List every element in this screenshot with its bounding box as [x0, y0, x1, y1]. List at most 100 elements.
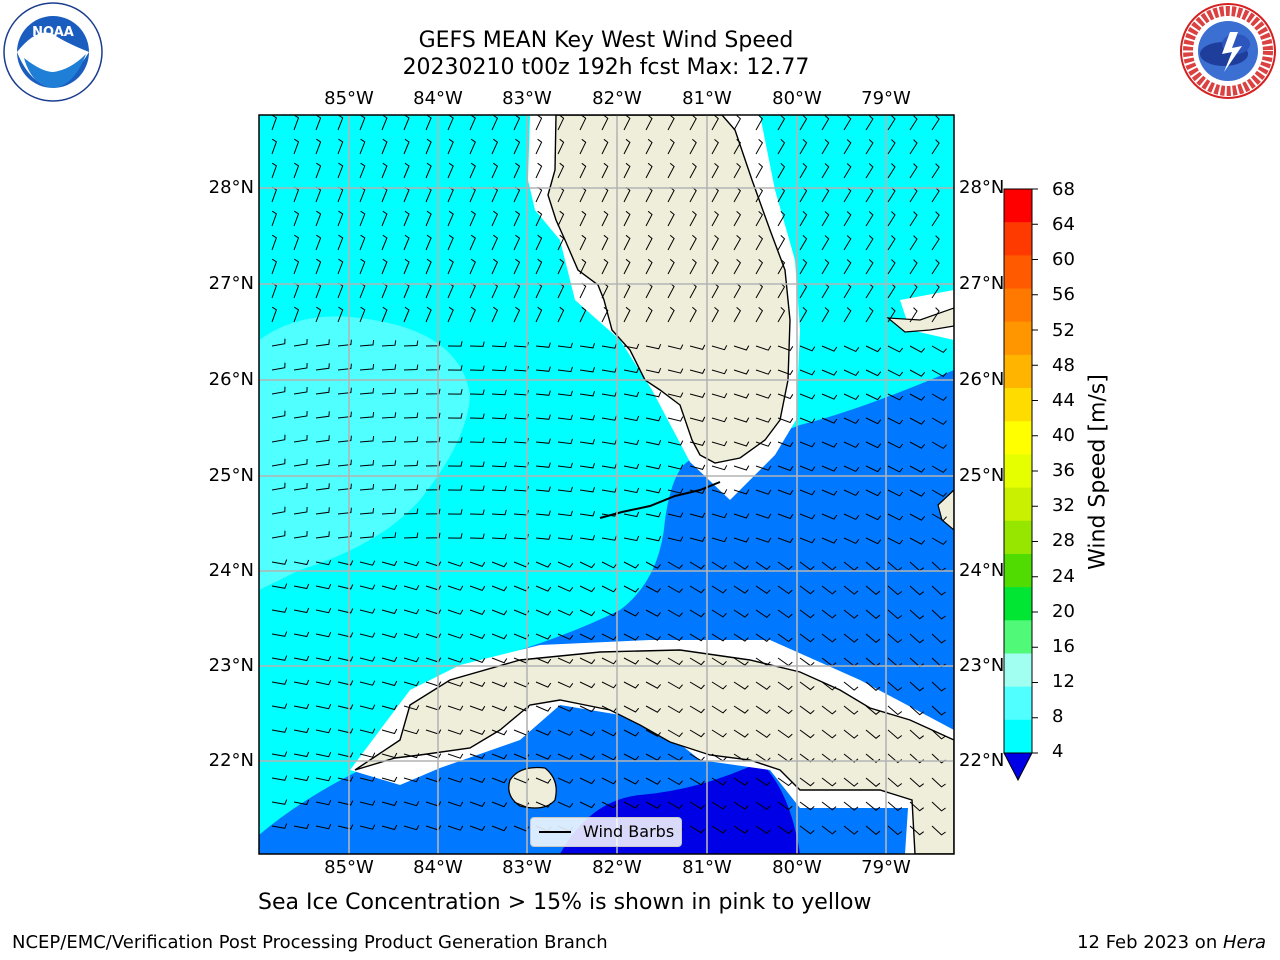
wind-barb — [579, 306, 587, 323]
wind-barb — [623, 487, 640, 494]
wind-barb — [865, 489, 882, 497]
colorbar-tick: 20 — [1052, 601, 1075, 622]
wind-barb — [315, 559, 332, 566]
lat-label-right: 24°N — [959, 560, 1005, 581]
wind-barb — [359, 680, 376, 686]
wind-barb — [733, 825, 749, 834]
wind-barb — [689, 512, 706, 518]
wind-barb — [579, 391, 596, 397]
wind-barb — [733, 417, 750, 423]
wind-barb — [469, 657, 486, 664]
wind-barb — [601, 367, 618, 373]
wind-barb — [733, 561, 749, 570]
wind-barb — [887, 729, 903, 740]
wind-barb — [667, 258, 675, 275]
wind-barb — [535, 681, 552, 688]
wind-barb — [601, 511, 618, 517]
noaa-logo: NOAA — [3, 2, 103, 102]
wind-barb — [689, 825, 705, 834]
wind-barb — [755, 561, 771, 570]
wind-barb — [579, 463, 596, 469]
wind-barb — [821, 801, 837, 811]
wind-barb — [359, 704, 376, 710]
wind-barb — [887, 393, 904, 401]
wind-barb — [887, 777, 903, 788]
wind-barb — [645, 368, 662, 374]
wind-barb — [799, 441, 816, 448]
wind-barb — [667, 344, 684, 350]
wind-barb — [909, 537, 926, 545]
wind-barb — [755, 139, 764, 155]
lon-label-top: 83°W — [502, 88, 552, 109]
wind-barb — [293, 338, 308, 347]
wind-barb — [601, 258, 609, 275]
lon-label-top: 85°W — [324, 88, 374, 109]
wind-barb — [293, 434, 308, 443]
wind-barb — [579, 777, 596, 785]
wind-barb — [469, 753, 486, 760]
wind-barb — [909, 259, 918, 275]
wind-barb — [799, 729, 815, 739]
wind-barb — [579, 367, 596, 373]
lon-label-bottom: 79°W — [861, 857, 911, 878]
wind-barb — [711, 211, 719, 227]
wind-barb — [359, 608, 376, 614]
wind-barb — [887, 825, 903, 836]
wind-barb — [623, 162, 631, 179]
wind-barb — [601, 234, 609, 251]
wind-barb — [887, 465, 904, 473]
wind-barb — [491, 389, 507, 396]
lon-label-top: 81°W — [682, 88, 732, 109]
wind-barb — [293, 458, 308, 467]
wind-barb — [337, 824, 354, 830]
wind-barb — [535, 585, 552, 592]
wind-barb — [403, 210, 410, 227]
wind-barb — [865, 705, 881, 715]
wind-barb — [777, 307, 786, 323]
wind-barb — [711, 163, 719, 179]
wind-barb — [711, 705, 727, 714]
wind-barb — [865, 369, 882, 377]
wind-barb — [535, 138, 543, 155]
wind-barb — [865, 115, 874, 131]
wind-barb — [931, 825, 946, 836]
wind-barb — [799, 307, 808, 323]
wind-barb — [535, 486, 551, 492]
colorbar-segment — [1004, 454, 1032, 489]
wind-barb — [447, 485, 463, 491]
wind-barb — [513, 210, 521, 227]
map-legend: Wind Barbs — [530, 817, 682, 847]
wind-barb — [601, 487, 618, 493]
colorbar-tick: 36 — [1052, 460, 1075, 481]
wind-barb — [843, 753, 859, 763]
wind-barb — [909, 345, 926, 353]
wind-barb — [689, 234, 697, 251]
wind-barb — [821, 633, 837, 643]
wind-barb — [777, 259, 786, 275]
lon-label-bottom: 85°W — [324, 857, 374, 878]
wind-barb — [403, 508, 419, 515]
wind-barb — [865, 801, 881, 811]
wind-barb — [337, 656, 354, 662]
wind-barb — [359, 258, 366, 275]
wind-barb — [469, 461, 485, 467]
wind-barb — [733, 369, 750, 375]
wind-barb — [491, 753, 508, 760]
wind-barb — [799, 609, 815, 619]
wind-barb — [315, 459, 330, 467]
wind-barb — [381, 800, 398, 807]
wind-barb — [403, 825, 420, 831]
wind-barb — [821, 489, 838, 496]
wind-barb — [557, 414, 573, 421]
wind-barb — [887, 139, 896, 155]
wind-barb — [601, 162, 609, 179]
wind-barb — [777, 537, 794, 544]
wind-barb — [887, 163, 896, 179]
wind-barb — [909, 393, 926, 401]
wind-barb — [689, 729, 705, 738]
wind-barb — [755, 393, 772, 399]
wind-barb — [733, 211, 742, 227]
wind-barb — [601, 415, 618, 421]
wind-barb — [931, 393, 947, 402]
wind-barb — [469, 705, 486, 712]
